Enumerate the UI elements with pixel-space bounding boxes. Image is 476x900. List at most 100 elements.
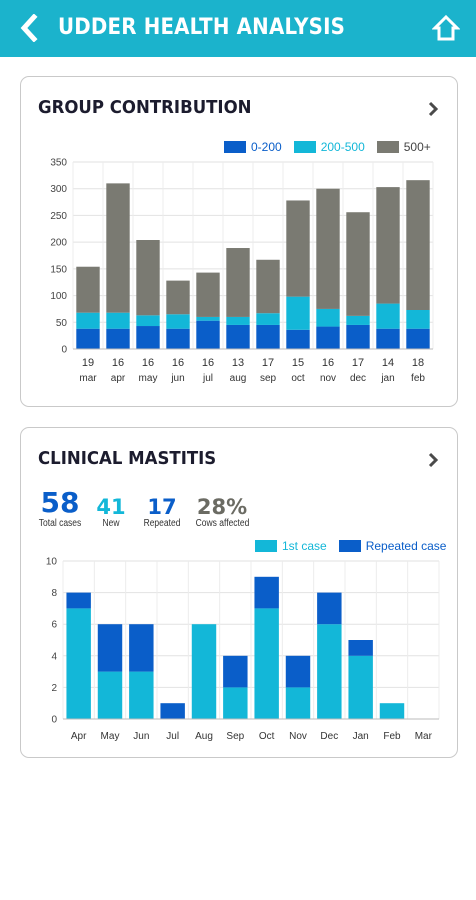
- group-contribution-card[interactable]: GROUP CONTRIBUTION 0-200 200-500 500+ 0 5…: [20, 76, 458, 407]
- page-title: UDDER HEALTH ANALYSIS: [58, 15, 346, 40]
- x-tick-label: Feb: [383, 731, 401, 742]
- bar-segment: [66, 608, 91, 719]
- bar-segment: [196, 272, 220, 317]
- bar-segment: [406, 328, 430, 349]
- y-tick-label: 350: [50, 158, 67, 169]
- x-tick-label: Nov: [289, 731, 307, 742]
- x-tick-label: Jan: [353, 731, 369, 742]
- y-tick-label: 0: [61, 345, 67, 356]
- x-tick-label: nov: [320, 373, 336, 384]
- bar-segment: [136, 315, 160, 327]
- x-tick-label: 15: [292, 357, 304, 369]
- x-tick-label: Aug: [195, 731, 213, 742]
- legend-label: 1st case: [282, 539, 327, 553]
- bar-segment: [97, 671, 123, 719]
- legend-label: 200-500: [320, 140, 365, 154]
- bar-segment: [406, 309, 430, 329]
- y-tick-label: 250: [50, 211, 67, 222]
- y-tick-label: 8: [51, 588, 57, 599]
- x-tick-label: oct: [291, 373, 305, 384]
- x-tick-label: 16: [172, 357, 184, 369]
- x-tick-label: sep: [260, 373, 277, 384]
- bar-segment: [191, 624, 217, 719]
- home-icon[interactable]: [432, 14, 460, 42]
- bar-segment: [254, 576, 279, 609]
- clinical-mastitis-card[interactable]: CLINICAL MASTITIS 58 Total cases 41 New …: [20, 427, 458, 758]
- bar-segment: [406, 180, 430, 310]
- x-tick-label: 18: [412, 357, 424, 369]
- stat-value: 28%: [196, 495, 248, 519]
- bar-segment: [376, 303, 400, 329]
- bar-segment: [286, 329, 310, 349]
- mastitis-stats: 58 Total cases 41 New 17 Repeated 28% Co…: [35, 488, 335, 538]
- legend-swatch: [224, 141, 246, 153]
- bar-segment: [223, 687, 248, 719]
- bar-segment: [317, 624, 342, 719]
- stat-value: 58: [40, 486, 80, 519]
- bar-segment: [316, 326, 340, 349]
- x-tick-label: jun: [170, 373, 184, 384]
- x-tick-label: Jun: [133, 731, 149, 742]
- bar-segment: [136, 240, 160, 316]
- x-tick-label: Apr: [71, 731, 87, 742]
- x-tick-label: 17: [352, 357, 364, 369]
- y-tick-label: 100: [50, 291, 67, 302]
- bar-segment: [285, 687, 311, 719]
- x-tick-label: dec: [350, 373, 366, 384]
- bar-segment: [136, 326, 160, 349]
- x-tick-label: Sep: [226, 731, 244, 742]
- bar-segment: [376, 328, 400, 349]
- bar-segment: [166, 280, 190, 315]
- legend-label: 0-200: [251, 140, 282, 154]
- bar-segment: [256, 259, 280, 314]
- legend-label: 500+: [403, 140, 431, 154]
- bar-segment: [160, 703, 185, 719]
- x-tick-label: 16: [142, 357, 154, 369]
- bar-segment: [346, 324, 370, 349]
- bar-segment: [348, 655, 373, 719]
- bar-segment: [76, 266, 100, 313]
- legend-item-0-200: 0-200: [224, 140, 282, 154]
- bar-segment: [226, 324, 250, 349]
- chevron-right-icon[interactable]: [427, 452, 439, 468]
- bar-segment: [106, 328, 130, 349]
- stat-label: Cows affected: [195, 518, 250, 529]
- stat-value: 41: [96, 495, 126, 519]
- bar-segment: [106, 183, 130, 313]
- x-tick-label: jul: [202, 373, 213, 384]
- legend-item-repeated-case: Repeated case: [338, 539, 446, 553]
- stat-label: Repeated: [143, 518, 181, 529]
- x-tick-label: Mar: [415, 731, 433, 742]
- bar-segment: [376, 187, 400, 304]
- x-tick-label: aug: [230, 373, 247, 384]
- bar-segment: [129, 624, 154, 672]
- y-tick-label: 300: [50, 184, 67, 195]
- bar-segment: [129, 671, 154, 719]
- y-tick-label: 0: [51, 715, 57, 726]
- legend-swatch: [376, 141, 399, 153]
- bar-segment: [346, 212, 370, 316]
- stat-label: New: [102, 518, 120, 529]
- x-tick-label: 16: [322, 357, 334, 369]
- x-tick-label: feb: [411, 373, 425, 384]
- legend-item-500-plus: 500+: [376, 140, 431, 154]
- x-tick-label: 16: [202, 357, 214, 369]
- bar-segment: [379, 703, 405, 719]
- stat-value: 17: [147, 495, 177, 519]
- bar-segment: [196, 316, 220, 321]
- clinical-mastitis-chart: 0 2 4 6 8 10 Apr May Jun Jul Aug Sep Oct Nov Dec Jan Feb…: [46, 557, 440, 742]
- chevron-left-icon[interactable]: [18, 14, 40, 42]
- y-tick-label: 2: [51, 683, 57, 694]
- chevron-right-icon[interactable]: [427, 101, 439, 117]
- bar-segment: [348, 640, 373, 656]
- legend-swatch: [255, 540, 277, 552]
- bar-segment: [286, 296, 310, 330]
- legend-swatch: [338, 540, 361, 552]
- bar-segment: [226, 316, 250, 325]
- bar-segment: [166, 328, 190, 349]
- bar-segment: [254, 608, 279, 719]
- x-tick-label: apr: [111, 373, 126, 384]
- bar-segment: [285, 655, 311, 688]
- bar-segment: [76, 312, 100, 329]
- x-tick-label: Oct: [259, 731, 275, 742]
